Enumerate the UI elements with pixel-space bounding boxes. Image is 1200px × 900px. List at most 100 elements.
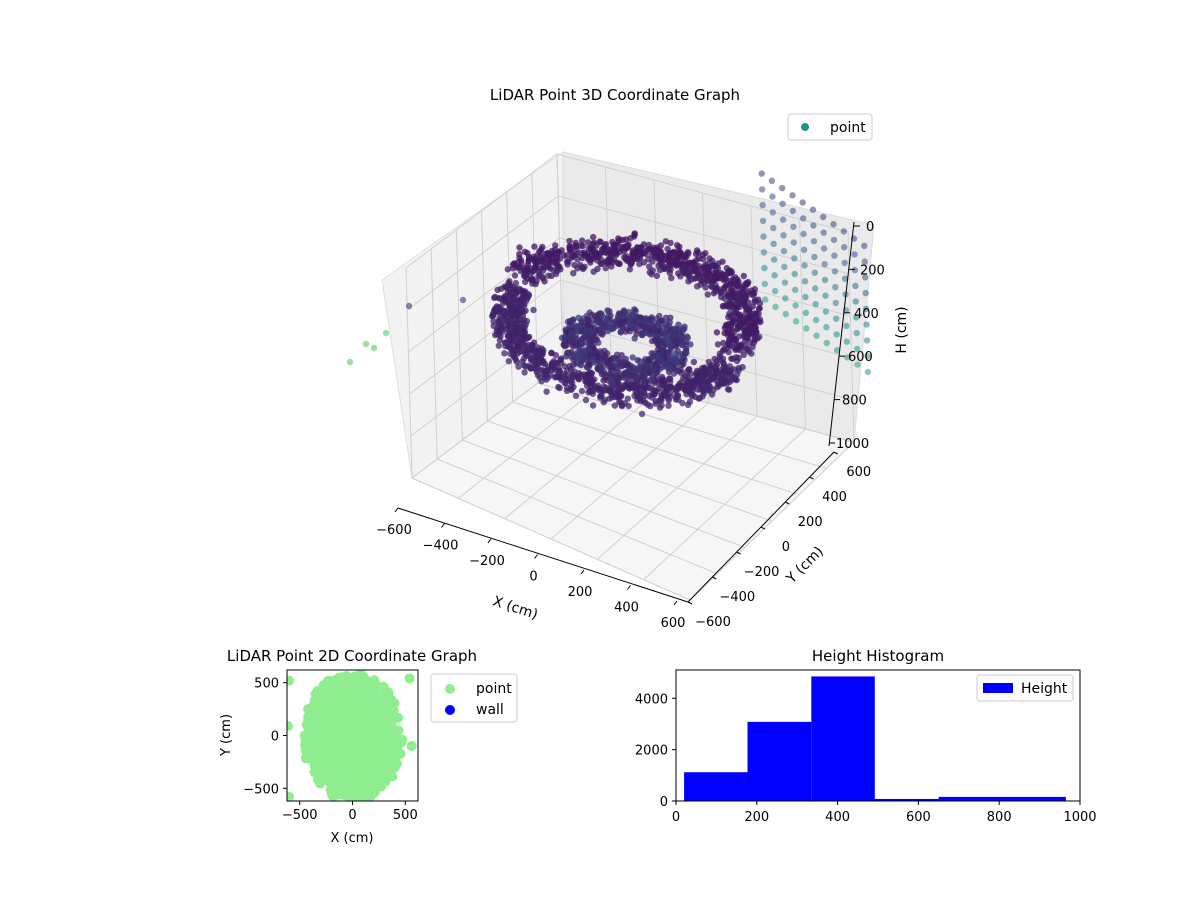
point-2d xyxy=(382,768,393,779)
point-3d xyxy=(615,235,622,242)
y-tick xyxy=(712,576,717,580)
point-3d xyxy=(841,259,848,267)
point-3d xyxy=(720,363,727,371)
point-3d xyxy=(758,170,765,177)
x-tick xyxy=(627,585,631,590)
point-3d xyxy=(505,358,512,365)
point-3d xyxy=(534,372,542,379)
point-3d xyxy=(652,398,659,405)
point-3d xyxy=(738,341,745,348)
point-3d xyxy=(678,383,685,390)
histogram-bars xyxy=(684,676,1066,801)
point-3d xyxy=(515,285,522,292)
point-3d xyxy=(820,229,827,236)
point-3d xyxy=(572,322,580,329)
point-3d xyxy=(520,325,527,333)
point-3d xyxy=(509,261,517,268)
point-3d xyxy=(678,341,685,348)
point-3d xyxy=(611,245,619,252)
point-3d xyxy=(588,245,595,252)
point-3d xyxy=(726,378,733,386)
legend-point-label: point xyxy=(476,681,512,697)
legend-3d-box xyxy=(787,113,873,141)
grid-line-wall-left xyxy=(405,267,413,479)
point-3d xyxy=(608,263,615,270)
x-tick xyxy=(394,507,399,513)
point-3d xyxy=(538,378,545,385)
point-3d xyxy=(667,255,674,262)
point-3d xyxy=(789,192,796,199)
point-3d xyxy=(566,237,573,245)
point-2d xyxy=(299,730,310,741)
point-3d xyxy=(745,278,752,286)
z-tick-label: 400 xyxy=(854,307,879,322)
point-3d xyxy=(681,268,688,275)
point-3d xyxy=(792,302,799,309)
point-3d xyxy=(512,328,519,335)
point-3d xyxy=(741,318,748,325)
point-3d xyxy=(561,339,568,346)
point-3d xyxy=(496,315,503,322)
x-tick xyxy=(673,600,678,606)
point-3d xyxy=(712,288,719,295)
point-3d xyxy=(712,275,719,282)
legend-3d: point xyxy=(787,113,873,141)
point-3d xyxy=(616,385,623,393)
point-3d xyxy=(691,275,698,282)
histogram-legend-label: Height xyxy=(1021,681,1068,697)
point-3d xyxy=(405,302,413,310)
point-3d xyxy=(584,315,591,323)
point-3d xyxy=(732,376,739,383)
histogram-bar xyxy=(874,798,939,801)
point-3d xyxy=(557,356,564,364)
point-3d xyxy=(862,289,869,297)
z-axis-line xyxy=(828,221,855,447)
y-tick xyxy=(687,601,693,605)
point-3d xyxy=(514,316,522,324)
point-3d xyxy=(574,256,581,263)
point-3d xyxy=(510,352,517,360)
point-3d xyxy=(706,264,713,272)
point-3d xyxy=(577,328,585,335)
point-3d xyxy=(862,274,869,281)
point-2d xyxy=(300,753,311,764)
x-tick xyxy=(580,569,585,575)
point-3d xyxy=(695,395,703,402)
point-3d xyxy=(495,342,502,349)
point-3d xyxy=(725,325,733,333)
point-3d xyxy=(527,365,534,372)
histogram-bar xyxy=(684,772,748,801)
scatter-2d-area xyxy=(307,678,398,797)
point-3d xyxy=(542,371,550,379)
point-3d xyxy=(831,268,839,275)
point-3d xyxy=(821,261,828,268)
point-3d xyxy=(618,402,626,410)
point-3d xyxy=(593,318,600,326)
point-3d xyxy=(584,239,592,246)
point-3d xyxy=(660,265,667,272)
point-3d xyxy=(520,288,528,296)
point-3d xyxy=(608,380,615,387)
y-tick-label-2d: 0 xyxy=(271,730,279,745)
point-3d xyxy=(685,250,692,257)
point-3d xyxy=(791,270,798,278)
point-3d xyxy=(854,345,861,353)
point-3d xyxy=(689,391,696,398)
point-2d xyxy=(369,787,380,798)
point-3d xyxy=(751,286,758,293)
point-3d xyxy=(779,184,786,192)
point-3d xyxy=(833,315,840,322)
point-3d xyxy=(582,396,590,404)
point-3d xyxy=(753,328,760,336)
point-3d xyxy=(694,386,702,393)
point-3d xyxy=(735,290,742,297)
point-3d xyxy=(497,333,504,340)
point-3d xyxy=(538,345,545,352)
point-3d xyxy=(820,245,828,252)
point-3d xyxy=(733,280,741,287)
point-3d xyxy=(495,308,502,316)
point-3d xyxy=(719,355,727,362)
point-3d xyxy=(832,284,839,291)
point-3d xyxy=(605,323,613,331)
point-3d xyxy=(672,338,679,345)
